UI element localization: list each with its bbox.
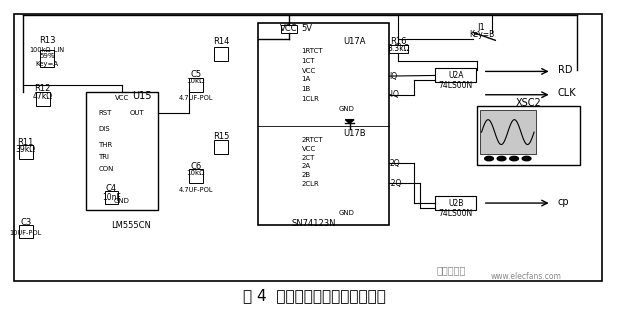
Text: 100kΩ_LIN: 100kΩ_LIN bbox=[30, 46, 65, 53]
Bar bbox=[214, 46, 228, 61]
Text: 1A: 1A bbox=[301, 76, 311, 82]
Bar bbox=[480, 110, 536, 154]
Bar bbox=[36, 92, 50, 106]
Bar bbox=[104, 191, 118, 204]
Text: 2CT: 2CT bbox=[301, 154, 315, 161]
Text: 电子发烧友: 电子发烧友 bbox=[437, 266, 466, 276]
Text: RD: RD bbox=[558, 65, 572, 75]
Text: 2A: 2A bbox=[301, 163, 311, 169]
Bar bbox=[19, 144, 33, 159]
Text: CON: CON bbox=[99, 166, 114, 172]
Text: 10nF: 10nF bbox=[102, 193, 121, 202]
Text: 39kΩ: 39kΩ bbox=[16, 145, 36, 154]
Text: 2RTCT: 2RTCT bbox=[301, 137, 323, 143]
Text: C4: C4 bbox=[106, 184, 117, 192]
Text: 4.7UF-POL: 4.7UF-POL bbox=[178, 95, 213, 101]
Circle shape bbox=[510, 156, 519, 161]
Text: VCC: VCC bbox=[301, 68, 316, 74]
Text: -IQ: -IQ bbox=[389, 90, 400, 99]
Text: 2Q: 2Q bbox=[389, 159, 399, 168]
Text: IQ: IQ bbox=[389, 72, 397, 81]
Text: RST: RST bbox=[99, 111, 112, 116]
Text: R16: R16 bbox=[390, 37, 407, 46]
Bar bbox=[189, 78, 203, 92]
Text: -2Q: -2Q bbox=[389, 179, 403, 188]
Text: R12: R12 bbox=[35, 84, 51, 93]
Text: 74LS00N: 74LS00N bbox=[439, 81, 473, 90]
Text: R14: R14 bbox=[213, 37, 229, 46]
Bar bbox=[189, 170, 203, 183]
Text: CLK: CLK bbox=[558, 88, 577, 98]
Text: GND: GND bbox=[338, 210, 355, 216]
Text: Key=A: Key=A bbox=[35, 61, 58, 67]
Text: R11: R11 bbox=[18, 138, 34, 147]
Text: OUT: OUT bbox=[129, 111, 144, 116]
Text: DIS: DIS bbox=[99, 126, 110, 132]
Text: TRI: TRI bbox=[99, 154, 109, 160]
Text: U17A: U17A bbox=[344, 37, 366, 46]
Bar bbox=[40, 50, 54, 67]
Text: THR: THR bbox=[99, 142, 112, 148]
Bar bbox=[435, 196, 476, 210]
Text: U17B: U17B bbox=[344, 129, 366, 138]
Text: GND: GND bbox=[114, 198, 130, 203]
Text: XSC2: XSC2 bbox=[516, 98, 541, 107]
Bar bbox=[257, 23, 389, 225]
Text: C5: C5 bbox=[190, 70, 202, 79]
Bar bbox=[389, 45, 408, 53]
Text: 4.7UF-POL: 4.7UF-POL bbox=[178, 187, 213, 193]
Text: 1B: 1B bbox=[301, 86, 311, 92]
Bar bbox=[281, 25, 297, 33]
Text: VCC: VCC bbox=[301, 146, 316, 152]
Circle shape bbox=[485, 156, 494, 161]
Text: 图 4  时基控制电路的设计与仿真: 图 4 时基控制电路的设计与仿真 bbox=[242, 288, 386, 303]
Bar bbox=[435, 68, 476, 82]
Text: 10kΩ: 10kΩ bbox=[187, 170, 205, 176]
Text: GND: GND bbox=[338, 106, 355, 112]
Circle shape bbox=[522, 156, 531, 161]
Text: 2B: 2B bbox=[301, 172, 311, 178]
Circle shape bbox=[497, 156, 506, 161]
Text: U2A: U2A bbox=[448, 71, 463, 80]
Text: 74LS00N: 74LS00N bbox=[439, 209, 473, 218]
Text: R13: R13 bbox=[39, 36, 55, 45]
Text: 2CLR: 2CLR bbox=[301, 181, 319, 187]
Text: U2B: U2B bbox=[448, 198, 463, 208]
Text: VCC: VCC bbox=[115, 95, 129, 101]
Bar bbox=[14, 14, 602, 281]
Text: 59%: 59% bbox=[40, 53, 55, 59]
Text: 10kΩ: 10kΩ bbox=[187, 78, 205, 84]
Bar bbox=[214, 140, 228, 154]
Text: J1: J1 bbox=[478, 23, 485, 32]
Bar bbox=[86, 92, 158, 210]
Text: 1RTCT: 1RTCT bbox=[301, 48, 323, 54]
Text: C3: C3 bbox=[20, 218, 31, 227]
Text: C6: C6 bbox=[190, 162, 202, 171]
Text: 10UF-POL: 10UF-POL bbox=[9, 230, 42, 236]
Text: R15: R15 bbox=[213, 132, 229, 141]
Text: 47kΩ: 47kΩ bbox=[33, 92, 53, 101]
Text: LM555CN: LM555CN bbox=[112, 221, 151, 230]
Polygon shape bbox=[345, 120, 354, 123]
Text: VCC: VCC bbox=[280, 24, 298, 33]
Text: 3.3kΩ: 3.3kΩ bbox=[387, 44, 409, 53]
Text: U15: U15 bbox=[132, 91, 151, 101]
Bar bbox=[477, 106, 580, 165]
Text: 1CLR: 1CLR bbox=[301, 96, 320, 102]
Text: 1CT: 1CT bbox=[301, 57, 315, 63]
Text: Key=B: Key=B bbox=[469, 30, 494, 39]
Text: www.elecfans.com: www.elecfans.com bbox=[491, 272, 562, 281]
Text: cp: cp bbox=[558, 197, 570, 207]
Bar bbox=[19, 225, 33, 238]
Text: 5V: 5V bbox=[301, 24, 313, 33]
Text: SN74123N: SN74123N bbox=[292, 219, 336, 228]
